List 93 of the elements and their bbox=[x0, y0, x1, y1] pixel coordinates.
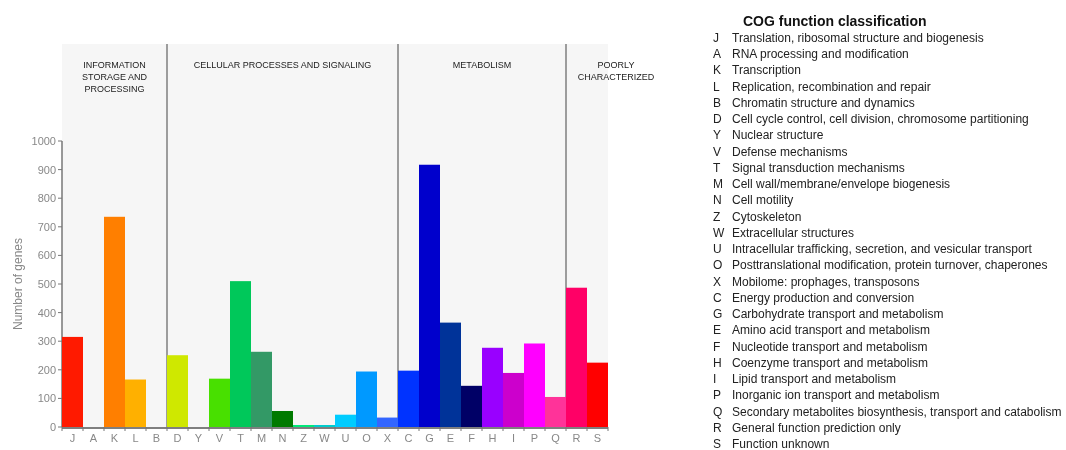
text: Cytoskeleton bbox=[732, 209, 802, 224]
text: Defense mechanisms bbox=[732, 144, 848, 159]
legend-title: COG function classification bbox=[743, 13, 927, 29]
text: Coenzyme transport and metabolism bbox=[732, 355, 929, 370]
y-tick-label: 1000 bbox=[31, 135, 56, 147]
category-label: V bbox=[713, 144, 722, 159]
x-tick-label: A bbox=[89, 432, 98, 444]
category-label: M bbox=[713, 177, 723, 192]
text: Intracellular trafficking, secretion, and vesicular transport bbox=[732, 242, 1033, 257]
x-tick-label: D bbox=[173, 432, 182, 444]
band-label: POORLY CHARACTERIZED bbox=[577, 60, 655, 82]
x-tick-label: Q bbox=[551, 432, 561, 444]
text: Mobilome: prophages, transposons bbox=[732, 274, 920, 289]
category-label: W bbox=[713, 225, 725, 240]
x-tick-label: W bbox=[319, 432, 331, 444]
x-tick-label: R bbox=[572, 432, 581, 444]
y-tick-label: 0 bbox=[49, 421, 56, 433]
text: General function prediction only bbox=[732, 420, 901, 435]
category-label: Y bbox=[713, 128, 722, 143]
text: Cell cycle control, cell division, chromosome partitioning bbox=[732, 112, 1029, 127]
category-label: N bbox=[713, 193, 722, 208]
category-label: E bbox=[713, 323, 722, 338]
x-tick-label: F bbox=[468, 432, 476, 444]
x-tick-label: Y bbox=[194, 432, 203, 444]
band-label: METABOLISM bbox=[452, 60, 512, 70]
x-tick-label: Z bbox=[300, 432, 308, 444]
x-tick-label: P bbox=[530, 432, 539, 444]
x-tick-label: E bbox=[446, 432, 455, 444]
x-tick-label: B bbox=[152, 432, 161, 444]
x-tick-label: J bbox=[69, 432, 76, 444]
y-tick-label: 100 bbox=[37, 392, 56, 405]
category-label: T bbox=[713, 160, 721, 175]
text: Chromatin structure and dynamics bbox=[732, 95, 915, 110]
x-tick-label: X bbox=[383, 432, 392, 444]
text: Inorganic ion transport and metabolism bbox=[732, 388, 940, 403]
text: Nuclear structure bbox=[732, 128, 824, 143]
x-tick-label: G bbox=[425, 432, 434, 444]
y-tick-label: 400 bbox=[37, 306, 56, 319]
text: D bbox=[713, 112, 722, 127]
x-tick-label: S bbox=[593, 432, 602, 444]
x-tick-label: M bbox=[256, 432, 267, 444]
category-label: G bbox=[713, 307, 723, 322]
x-tick-label: V bbox=[215, 432, 224, 444]
text: RNA processing and modification bbox=[732, 47, 909, 62]
text: Amino acid transport and metabolism bbox=[732, 323, 931, 338]
y-tick-label: 200 bbox=[37, 363, 56, 376]
x-tick-label: L bbox=[132, 432, 139, 444]
text: Lipid transport and metabolism bbox=[732, 372, 897, 387]
category-label: O bbox=[713, 258, 723, 273]
category-label: U bbox=[713, 242, 722, 257]
text: Extracellular structures bbox=[732, 225, 855, 240]
x-tick-label: O bbox=[362, 432, 372, 444]
y-tick-label: 600 bbox=[37, 249, 56, 262]
text: C bbox=[713, 290, 722, 305]
text: Cell wall/membrane/envelope biogenesis bbox=[732, 177, 951, 192]
text: Function unknown bbox=[732, 437, 830, 450]
category-label: F bbox=[713, 339, 721, 354]
category-label: A bbox=[713, 47, 722, 62]
text: Translation, ribosomal structure and biogenesis bbox=[732, 31, 984, 45]
text: Carbohydrate transport and metabolism bbox=[732, 307, 944, 322]
category-label: L bbox=[713, 79, 720, 94]
y-axis-title: Number of genes bbox=[11, 237, 25, 331]
x-tick-label: K bbox=[110, 432, 119, 444]
y-tick-label: 300 bbox=[37, 335, 56, 348]
y-tick-label: 900 bbox=[37, 163, 56, 176]
x-tick-label: N bbox=[278, 432, 287, 444]
x-tick-label: I bbox=[511, 432, 516, 444]
text: Replication, recombination and repair bbox=[732, 79, 931, 94]
x-tick-label: C bbox=[404, 432, 413, 444]
x-tick-label: U bbox=[341, 432, 350, 444]
text: X bbox=[713, 274, 722, 289]
text: Q bbox=[713, 404, 723, 419]
band-label: INFORMATION STORAGE AND PROCESSING bbox=[82, 60, 148, 94]
category-label: I bbox=[713, 372, 717, 387]
y-tick-label: 800 bbox=[37, 192, 56, 205]
category-label: P bbox=[713, 388, 722, 403]
category-label: K bbox=[713, 63, 722, 78]
category-label: H bbox=[713, 355, 722, 370]
text: Cell motility bbox=[732, 193, 794, 208]
text: Secondary metabolites biosynthesis, transport and catabolism bbox=[732, 404, 1062, 419]
category-label: Z bbox=[713, 209, 721, 224]
x-tick-label: H bbox=[488, 432, 497, 444]
x-tick-label: T bbox=[237, 432, 245, 444]
y-tick-label: 700 bbox=[37, 220, 56, 233]
text: Energy production and conversion bbox=[732, 290, 915, 305]
text: Signal transduction mechanisms bbox=[732, 160, 905, 175]
y-tick-label: 500 bbox=[37, 278, 56, 290]
band-label: CELLULAR PROCESSES AND SIGNALING bbox=[193, 60, 372, 70]
text: Transcription bbox=[732, 63, 801, 78]
text: J bbox=[713, 31, 719, 45]
text: Nucleotide transport and metabolism bbox=[732, 339, 928, 354]
text: B bbox=[713, 95, 722, 110]
text: Posttranslational modification, protein turnover, chaperones bbox=[732, 258, 1048, 273]
